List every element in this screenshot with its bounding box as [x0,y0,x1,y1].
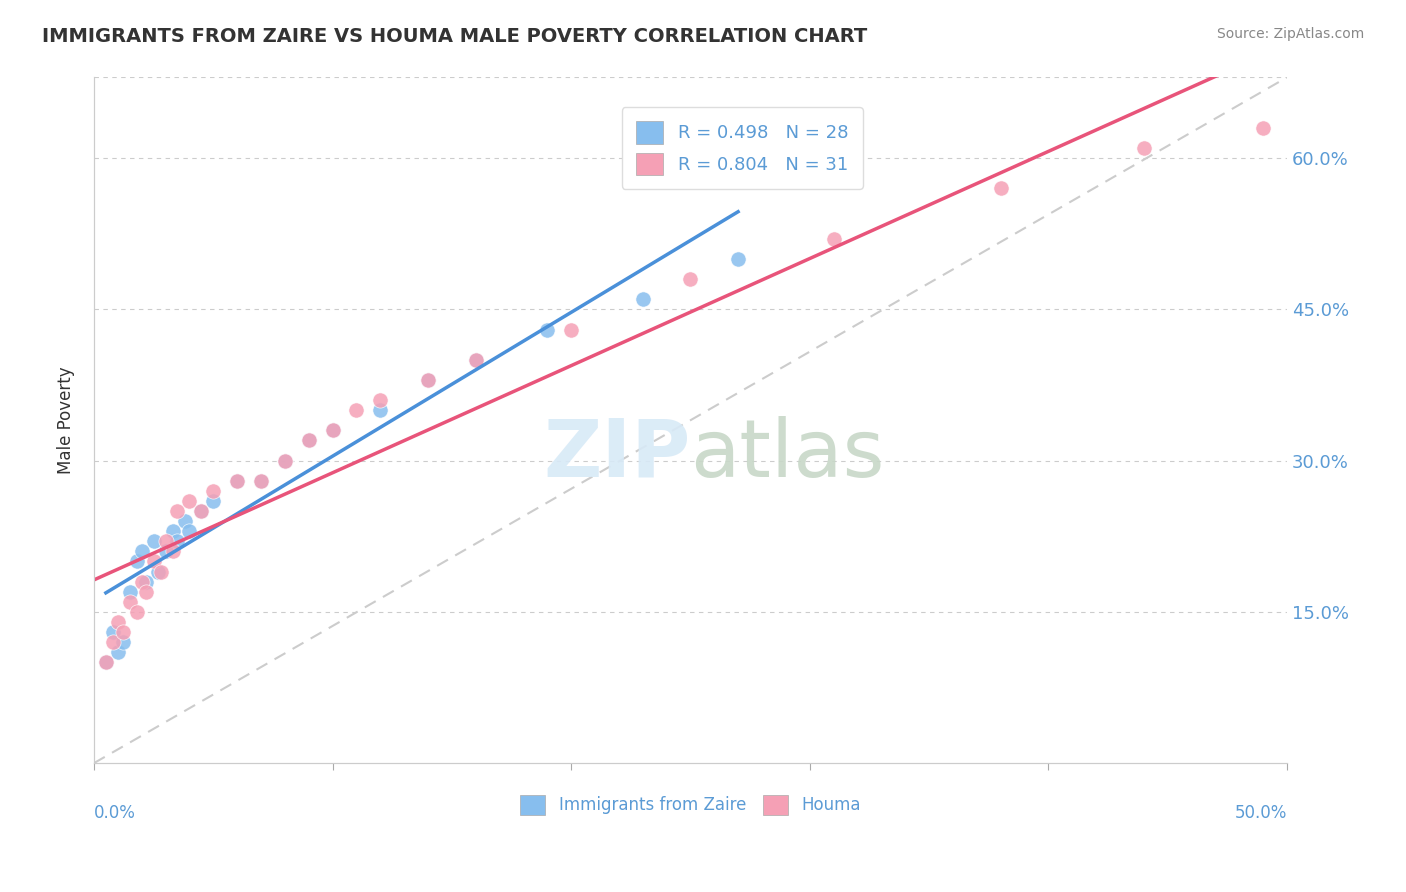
Point [823,232,845,246]
Point [990,181,1012,195]
Point [190,504,212,518]
Y-axis label: Male Poverty: Male Poverty [58,367,75,474]
Point [149,565,172,579]
Point [464,352,486,367]
Point [368,393,391,408]
Text: 50.0%: 50.0% [1234,805,1286,822]
Point [131,574,153,589]
Point [179,524,201,539]
Point [162,544,184,558]
Point [226,474,249,488]
Point [94,655,117,669]
Point [416,373,439,387]
Point [155,544,177,558]
Point [135,584,157,599]
Point [118,584,141,599]
Point [727,252,749,266]
Point [107,615,129,629]
Point [679,272,702,286]
Point [202,483,225,498]
Text: Source: ZipAtlas.com: Source: ZipAtlas.com [1216,27,1364,41]
Point [148,565,170,579]
Point [162,524,184,539]
Point [250,474,273,488]
Point [118,595,141,609]
Point [1251,120,1274,135]
Point [464,352,486,367]
Text: 0.0%: 0.0% [94,805,136,822]
Point [111,635,134,649]
Point [101,635,124,649]
Point [107,645,129,659]
Point [226,474,249,488]
Point [179,494,201,508]
Point [631,293,654,307]
Point [1132,141,1154,155]
Point [368,403,391,417]
Point [135,574,157,589]
Point [190,504,212,518]
Point [155,534,177,549]
Point [101,625,124,640]
Point [298,434,321,448]
Point [250,474,273,488]
Point [166,534,188,549]
Point [298,434,321,448]
Point [142,534,165,549]
Point [536,322,558,336]
Point [131,544,153,558]
Point [416,373,439,387]
Point [94,655,117,669]
Point [142,554,165,568]
Point [321,423,343,437]
Text: IMMIGRANTS FROM ZAIRE VS HOUMA MALE POVERTY CORRELATION CHART: IMMIGRANTS FROM ZAIRE VS HOUMA MALE POVE… [42,27,868,45]
Point [202,494,225,508]
Point [173,514,195,528]
Legend: Immigrants from Zaire, Houma: Immigrants from Zaire, Houma [512,787,869,823]
Point [125,554,148,568]
Point [321,423,343,437]
Text: ZIP: ZIP [543,416,690,493]
Point [166,504,188,518]
Point [125,605,148,619]
Point [111,625,134,640]
Text: atlas: atlas [690,416,884,493]
Point [274,453,297,467]
Point [344,403,367,417]
Point [274,453,297,467]
Point [560,322,582,336]
